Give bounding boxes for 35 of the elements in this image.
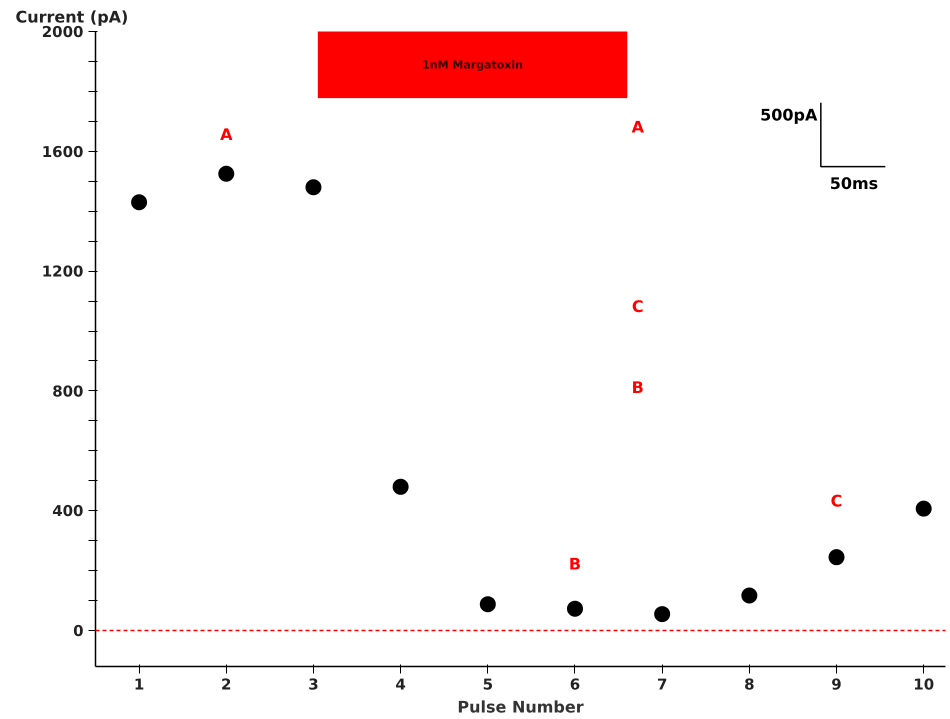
- x-tick-label: 4: [395, 676, 406, 694]
- annotation: A: [220, 124, 234, 144]
- point: [305, 179, 322, 196]
- annotation: 500pA: [760, 105, 818, 124]
- annotation: 50ms: [830, 174, 878, 194]
- annotation: A: [632, 117, 645, 136]
- y-tick-label: 0: [73, 622, 84, 640]
- x-tick-label: 6: [570, 676, 580, 694]
- point: [654, 606, 670, 622]
- point: [566, 600, 583, 617]
- annotation: B: [568, 554, 582, 574]
- point: [392, 478, 409, 495]
- x-tick-label: 8: [744, 676, 755, 694]
- annotation: C: [632, 297, 644, 316]
- point: [828, 549, 845, 566]
- point: [916, 500, 932, 517]
- y-tick-label: 400: [52, 502, 84, 520]
- x-tick-label: 5: [482, 676, 494, 694]
- y-tick-label: 800: [52, 382, 84, 400]
- x-tick-label: 10: [913, 676, 934, 694]
- point: [480, 596, 496, 612]
- y-tick-label: 1600: [42, 142, 84, 161]
- x-tick-label: 2: [221, 676, 232, 694]
- annotation: C: [830, 492, 842, 511]
- x-tick-label: 3: [308, 676, 319, 694]
- point: [741, 588, 758, 604]
- band-label: 1nM Margatoxin: [422, 58, 523, 72]
- point: [131, 194, 148, 210]
- annotation: B: [632, 378, 644, 397]
- x-tick-label: 9: [831, 676, 842, 694]
- point: [218, 166, 234, 182]
- x-tick-label: 7: [656, 676, 668, 694]
- x-axis-title: Pulse Number: [457, 698, 584, 716]
- x-tick-label: 1: [134, 676, 144, 694]
- y-tick-label: 1200: [42, 262, 84, 281]
